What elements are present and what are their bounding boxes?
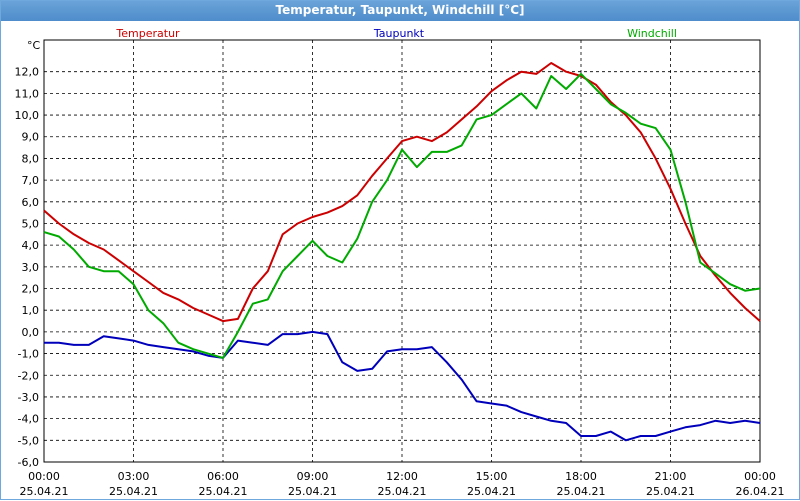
y-tick-label: 8,0 bbox=[22, 152, 40, 165]
x-tick-date: 25.04.21 bbox=[646, 485, 695, 498]
x-tick-date: 25.04.21 bbox=[557, 485, 606, 498]
x-tick-time: 00:00 bbox=[744, 470, 776, 483]
legend-taupunkt: Taupunkt bbox=[373, 27, 425, 40]
x-tick-date: 25.04.21 bbox=[378, 485, 427, 498]
y-tick-label: 6,0 bbox=[22, 196, 40, 209]
x-tick-time: 18:00 bbox=[565, 470, 597, 483]
x-tick-date: 25.04.21 bbox=[288, 485, 337, 498]
y-tick-label: -2,0 bbox=[18, 369, 39, 382]
y-axis-label: °C bbox=[27, 39, 41, 52]
x-tick-time: 09:00 bbox=[297, 470, 329, 483]
x-tick-date: 25.04.21 bbox=[467, 485, 516, 498]
y-tick-label: 0,0 bbox=[22, 326, 40, 339]
x-tick-date: 25.04.21 bbox=[199, 485, 248, 498]
x-tick-date: 25.04.21 bbox=[109, 485, 158, 498]
y-tick-label: -1,0 bbox=[18, 348, 39, 361]
x-tick-date: 26.04.21 bbox=[736, 485, 785, 498]
x-tick-time: 12:00 bbox=[386, 470, 418, 483]
chart-title: Temperatur, Taupunkt, Windchill [°C] bbox=[275, 3, 525, 17]
y-tick-label: 1,0 bbox=[22, 304, 40, 317]
x-tick-time: 06:00 bbox=[207, 470, 239, 483]
y-tick-label: 3,0 bbox=[22, 261, 40, 274]
title-bar: Temperatur, Taupunkt, Windchill [°C] bbox=[1, 1, 799, 21]
y-tick-label: -3,0 bbox=[18, 391, 39, 404]
series-line-windchill bbox=[43, 72, 761, 359]
y-tick-label: 5,0 bbox=[22, 217, 40, 230]
y-tick-label: -4,0 bbox=[18, 413, 39, 426]
legend-windchill: Windchill bbox=[627, 27, 677, 40]
series-line-temperatur bbox=[43, 62, 761, 323]
y-tick-label: -6,0 bbox=[18, 456, 39, 469]
y-tick-label: 4,0 bbox=[22, 239, 40, 252]
series-line-taupunkt bbox=[44, 330, 761, 442]
x-tick-time: 00:00 bbox=[28, 470, 60, 483]
y-tick-label: 12,0 bbox=[15, 66, 40, 79]
y-tick-label: 7,0 bbox=[22, 174, 40, 187]
x-tick-time: 03:00 bbox=[118, 470, 150, 483]
y-tick-label: 10,0 bbox=[15, 109, 40, 122]
y-tick-label: 11,0 bbox=[15, 87, 40, 100]
y-tick-label: 2,0 bbox=[22, 283, 40, 296]
legend-temperatur: Temperatur bbox=[115, 27, 180, 40]
y-tick-label: -5,0 bbox=[18, 434, 39, 447]
x-tick-date: 25.04.21 bbox=[20, 485, 69, 498]
x-tick-time: 21:00 bbox=[655, 470, 687, 483]
y-tick-label: 9,0 bbox=[22, 131, 40, 144]
x-tick-time: 15:00 bbox=[476, 470, 508, 483]
